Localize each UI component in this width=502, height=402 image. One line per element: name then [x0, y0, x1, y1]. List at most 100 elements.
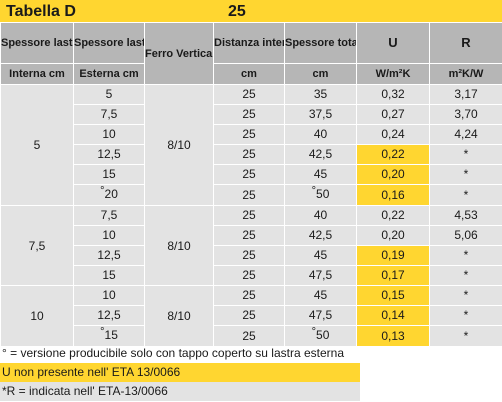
notes: ° = versione producibile solo con tappo … [0, 344, 502, 401]
header-distanza: Distanza interna fra le lastre [213, 22, 285, 64]
cell-totale: 40 [284, 124, 357, 145]
table-row: 5 5 8/10 25 35 0,32 3,17 [0, 84, 502, 206]
cell-r: 4,24 [429, 124, 502, 145]
data-table: Spessore lastra EPS Spessore lastra EPS … [0, 22, 502, 347]
cell-ferro: 8/10 [144, 84, 214, 206]
note-degree: ° = versione producibile solo con tappo … [2, 346, 344, 360]
cell-esterna: 12,5 [73, 305, 145, 326]
cell-u: 0,24 [356, 124, 430, 145]
cell-distanza: 25 [213, 124, 285, 145]
cell-r: * [429, 265, 502, 286]
cell-esterna: °15 [73, 325, 145, 347]
cell-esterna: 10 [73, 124, 145, 145]
degree-mark: ° [100, 185, 105, 198]
cell-u: 0,17 [356, 265, 430, 286]
table-row: °15 25 °50 0,13 * [1, 325, 502, 347]
table-row: 10 25 40 0,24 4,24 [1, 124, 502, 145]
table-row: 15 25 47,5 0,17 * [1, 265, 502, 286]
cell-totale: 37,5 [284, 104, 357, 125]
cell-esterna: 12,5 [73, 144, 145, 165]
cell-r: 4,53 [429, 205, 502, 226]
cell-distanza: 25 [213, 184, 285, 206]
cell-distanza: 25 [213, 325, 285, 347]
cell-u: 0,19 [356, 245, 430, 266]
note-r: *R = indicata nell' ETA-13/0066 [0, 382, 360, 401]
cell-distanza: 25 [213, 104, 285, 125]
cell-totale: 45 [284, 285, 357, 306]
cell-r: * [429, 184, 502, 206]
cell-u: 0,16 [356, 184, 430, 206]
table-row: 15 25 45 0,20 * [1, 164, 502, 185]
unit-totale: cm [284, 63, 357, 85]
table-row: 7,5 25 37,5 0,27 3,70 [1, 104, 502, 125]
cell-interna: 7,5 [0, 205, 74, 286]
cell-u: 0,14 [356, 305, 430, 326]
cell-totale: 47,5 [284, 305, 357, 326]
cell-interna: 5 [0, 84, 74, 206]
table-row: 10 10 8/10 25 45 0,15 * [0, 285, 502, 347]
cell-totale: 47,5 [284, 265, 357, 286]
cell-r: 3,17 [429, 84, 502, 105]
unit-esterna: Esterna cm [73, 63, 145, 85]
cell-u: 0,15 [356, 285, 430, 306]
cell-u: 0,13 [356, 325, 430, 347]
cell-totale: 45 [284, 164, 357, 185]
cell-totale: 35 [284, 84, 357, 105]
cell-u: 0,27 [356, 104, 430, 125]
cell-r: 3,70 [429, 104, 502, 125]
header-spessore-totale: Spessore totale [284, 22, 357, 64]
cell-u: 0,22 [356, 205, 430, 226]
degree-mark: ° [100, 326, 105, 339]
unit-interna: Interna cm [0, 63, 74, 85]
cell-distanza: 25 [213, 245, 285, 266]
table-row: 12,5 25 42,5 0,22 * [1, 144, 502, 165]
note-u: U non presente nell' ETA 13/0066 [0, 363, 360, 382]
cell-u: 0,22 [356, 144, 430, 165]
cell-r: * [429, 164, 502, 185]
table-body: 5 5 8/10 25 35 0,32 3,17 7,5 25 37,5 0,27 3,70 10 25 4… [0, 84, 502, 347]
cell-esterna: °20 [73, 184, 145, 206]
cell-r: * [429, 305, 502, 326]
cell-distanza: 25 [213, 144, 285, 165]
cell-u: 0,20 [356, 225, 430, 246]
cell-distanza: 25 [213, 164, 285, 185]
header-ferro: Ferro Verticale Ø [144, 22, 214, 85]
cell-distanza: 25 [213, 84, 285, 105]
cell-esterna: 10 [73, 225, 145, 246]
table-row: 12,5 25 45 0,19 * [1, 245, 502, 266]
cell-totale: °50 [284, 184, 357, 206]
cell-interna: 10 [0, 285, 74, 347]
table-row: 7,5 7,5 8/10 25 40 0,22 4,53 [0, 205, 502, 286]
cell-esterna: 10 [73, 285, 145, 306]
degree-mark: ° [311, 326, 317, 339]
cell-esterna: 12,5 [73, 245, 145, 266]
header-r: R [429, 22, 502, 64]
degree-mark: ° [311, 185, 317, 198]
cell-distanza: 25 [213, 225, 285, 246]
cell-distanza: 25 [213, 205, 285, 226]
cell-esterna: 7,5 [73, 205, 145, 226]
table-subtitle: 25 [228, 3, 246, 20]
cell-u: 0,20 [356, 164, 430, 185]
cell-totale: 42,5 [284, 225, 357, 246]
cell-totale: 40 [284, 205, 357, 226]
cell-esterna: 15 [73, 265, 145, 286]
cell-u: 0,32 [356, 84, 430, 105]
unit-r: m²K/W [429, 63, 502, 85]
cell-r: * [429, 144, 502, 165]
cell-distanza: 25 [213, 265, 285, 286]
cell-totale: °50 [284, 325, 357, 347]
cell-distanza: 25 [213, 285, 285, 306]
cell-esterna: 15 [73, 164, 145, 185]
cell-r: * [429, 245, 502, 266]
cell-esterna: 5 [73, 84, 145, 105]
cell-ferro: 8/10 [144, 205, 214, 286]
cell-r: * [429, 325, 502, 347]
cell-r: * [429, 285, 502, 306]
table-row: 10 25 42,5 0,20 5,06 [1, 225, 502, 246]
table-row: °20 25 °50 0,16 * [1, 184, 502, 206]
title-bar: Tabella D 25 [0, 0, 502, 22]
table-row: 12,5 25 47,5 0,14 * [1, 305, 502, 326]
header-spessore-int: Spessore lastra EPS [0, 22, 74, 64]
cell-distanza: 25 [213, 305, 285, 326]
